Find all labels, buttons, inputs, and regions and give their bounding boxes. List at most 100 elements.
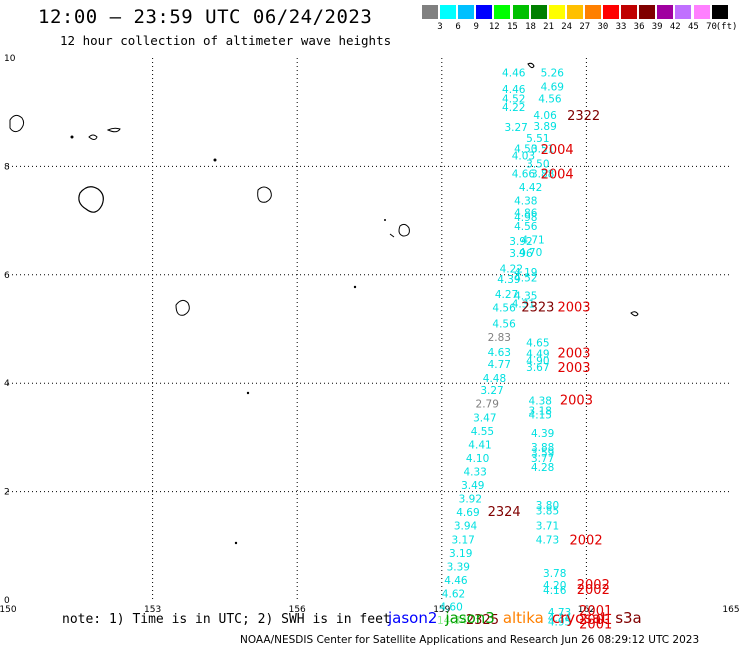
pass-id-label: 2002 [570,533,603,548]
pass-id-label: 2003 [560,394,593,409]
legend-swatch [530,5,547,19]
legend-swatch [440,5,457,19]
x-tick-label: 159 [433,605,450,615]
wave-height-label: 3.47 [473,412,496,424]
wave-height-label: 4.73 [548,607,571,619]
satellite-key: jason2 jason3 altika cryosat s3a [388,608,650,627]
wave-height-label: 4.38 [529,396,552,408]
legend-swatch [458,5,475,19]
footnote: note: 1) Time is in UTC; 2) SWH is in fe… [62,612,391,627]
wave-height-label: 2.79 [476,398,499,410]
wave-height-label: 4.56 [492,302,516,314]
legend-label: 12 [488,22,500,32]
island-outline [257,186,272,203]
pass-id-label: 2003 [557,300,590,315]
pass-id-label: 2003 [557,346,590,361]
wave-height-label: 3.77 [531,453,554,465]
wave-height-label: 4.10 [466,453,489,465]
wave-height-label: 3.59 [531,448,554,460]
wave-height-label: 5.51 [526,133,549,145]
satellite-s3a: s3a [615,609,642,627]
wave-height-label: 4.28 [531,462,554,474]
pass-id-label: 2325 [466,613,499,628]
wave-height-label: 4.69 [541,82,564,94]
map-subtitle: 12 hour collection of altimeter wave hei… [60,33,392,48]
wave-height-labels: 4.46 5.264.694.464.52 4.564.224.06 23223.27… [437,68,612,633]
wave-height-label: 5.26 [541,68,565,80]
wave-height-label: 4.77 [488,359,511,371]
wave-height-label: 3.92 [459,494,482,506]
wave-height-label: 4.52 [502,94,525,106]
wave-height-label: 4.15 [529,410,552,422]
y-tick-label: 4 [4,379,10,389]
wave-height-label: 4.48 [483,373,506,385]
legend-label: 9 [473,22,479,32]
wave-height-label: 4.63 [488,347,511,359]
wave-height-label: 3.49 [461,480,484,492]
pass-id-label: 2003 [557,361,590,376]
wave-height-label: 3.80 [536,500,559,512]
legend-label: 36 [633,22,645,32]
x-tick-label: 165 [722,605,739,615]
y-tick-label: 10 [4,54,16,64]
wave-height-label: 3.94 [454,521,478,533]
pass-id-label: 2004 [541,168,574,183]
legend-swatch [422,5,438,19]
legend-swatch [621,5,638,19]
wave-height-label: 4.65 [526,338,549,350]
wave-height-label: 4.95 [548,617,571,629]
wave-height-label: 4.60 [439,602,462,614]
legend-label: 30 [597,22,609,32]
island-outline [88,127,121,140]
pass-id-label: 2004 [541,143,574,158]
legend-label: 33 [615,22,627,32]
wave-height-label: 3.88 [531,168,554,180]
wave-height-label: 3.27 [480,385,503,397]
wave-height-label: 3.19 [449,548,472,560]
y-tick-label: 8 [4,162,10,172]
wave-height-label: 3.39 [447,561,470,573]
satellite-jason3: jason3 [445,609,495,627]
island-outline [9,114,25,133]
legend-swatch [711,5,728,19]
coastlines [9,62,639,545]
wave-height-label: 4.46 [502,68,526,80]
wave-height-label: 4.39 [531,428,554,440]
y-tick-label: 6 [4,271,10,281]
wave-height-label: 3.17 [451,534,474,546]
island-outline [78,186,104,213]
wave-height-label: 4.16 [543,585,567,597]
wave-height-label: 3.27 [504,122,527,134]
wave-height-label: 4.50 [514,144,537,156]
pass-id-label: 2322 [567,109,600,124]
pass-id-label: 2323 [521,300,554,315]
legend-swatch [476,5,493,19]
wave-height-label: 4.03 [512,151,535,163]
wave-height-label: 3.89 [533,121,556,133]
y-tick-label: 2 [4,488,10,498]
x-tick-label: 156 [289,605,306,615]
axis-ticks: 150 153 156 159 162 165 0 2 4 6 8 10 [0,54,740,615]
x-tick-label: 162 [578,605,595,615]
wave-height-label: 3.92 [509,236,532,248]
pass-id-label: 2002 [577,583,610,598]
wave-height-label: 4.46 [444,575,468,587]
legend-swatch [548,5,565,19]
x-tick-label: 150 [0,605,17,615]
island-outline [175,299,190,316]
wave-height-label: 4.35 [514,290,537,302]
pass-id-label: 2002 [577,578,610,593]
wave-height-label: 3.78 [543,568,566,580]
wave-height-label: 4.34 [548,612,572,624]
wave-height-label: 3.67 [526,362,549,374]
legend-swatch [566,5,583,19]
map-title: 12:00 — 23:59 UTC 06/24/2023 [38,6,373,28]
wave-height-label: 4.19 [514,267,537,279]
wave-height-label: 4.06 [533,110,557,122]
legend-swatch [693,5,710,19]
wave-height-label: 4.20 [543,580,566,592]
satellite-jason2: jason2 [388,609,438,627]
satellite-cryosat: cryosat [551,609,608,627]
wave-height-label: 4.42 [519,182,542,194]
